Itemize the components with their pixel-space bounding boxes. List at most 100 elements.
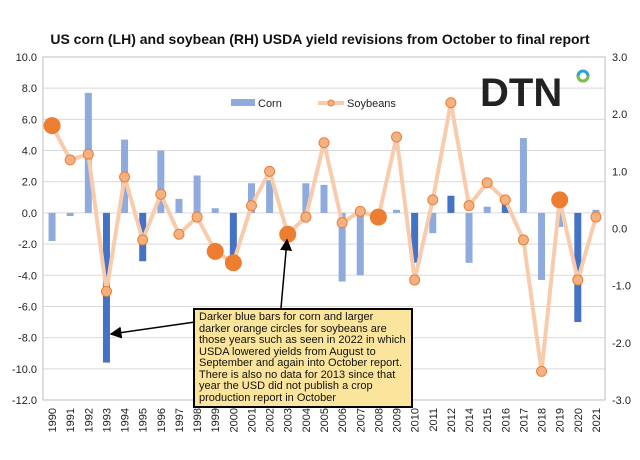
annotation-box: Darker blue bars for corn and larger dar… [193, 308, 413, 408]
annotation-arrow-2003 [280, 238, 293, 309]
corn-bar-2000 [229, 212, 237, 263]
x-axis-tick-label: 2014 [464, 408, 476, 432]
corn-bar-2004 [302, 183, 310, 213]
corn-bar-2019 [556, 212, 564, 227]
x-axis-tick-label: 2012 [446, 408, 458, 432]
soybean-point-1992 [82, 148, 94, 160]
x-axis-tick-label: 1995 [138, 408, 150, 432]
soybean-point-2003 [279, 225, 297, 243]
x-axis-tick-label: 2016 [500, 408, 512, 432]
corn-bar-2018 [538, 212, 546, 280]
soybean-point-2014 [463, 200, 475, 212]
x-axis-tick-label: 2005 [319, 408, 331, 432]
corn-bar-2006 [338, 212, 346, 282]
soybean-point-2012 [445, 97, 457, 109]
legend: Corn Soybeans [231, 98, 396, 110]
x-axis-tick-label: 2002 [265, 408, 277, 432]
soybean-point-2009 [391, 131, 403, 143]
soybean-point-1996 [155, 188, 167, 200]
corn-bar-1998 [193, 175, 201, 213]
soybean-point-2010 [409, 274, 421, 286]
x-axis-tick-label: 2007 [355, 408, 367, 432]
soybean-point-1991 [64, 154, 76, 166]
x-axis-tick-label: 1993 [101, 408, 113, 432]
x-axis-tick-label: 2018 [537, 408, 549, 432]
corn-bar-2017 [519, 138, 527, 213]
corn-bar-2015 [483, 206, 491, 213]
left-axis-tick-label: 10.0 [16, 52, 37, 64]
chart-title: US corn (LH) and soybean (RH) USDA yield… [50, 31, 590, 47]
corn-bar-2005 [320, 184, 328, 213]
corn-bar-2009 [393, 209, 401, 213]
x-axis-tick-label: 2020 [573, 408, 585, 432]
corn-bar-2007 [356, 212, 364, 276]
logo-text: DTN [480, 71, 562, 115]
annotation-arrow-1993 [109, 321, 196, 339]
x-axis-tick-label: 1996 [156, 408, 168, 432]
right-axis-tick-label: 3.0 [612, 52, 627, 64]
x-axis-tick-label: 1992 [83, 408, 95, 432]
corn-bar-2012 [447, 195, 455, 213]
corn-bar-2011 [429, 212, 437, 234]
soybean-point-2006 [336, 217, 348, 229]
left-axis-tick-label: 8.0 [22, 83, 37, 95]
soybean-point-2015 [481, 177, 493, 189]
soybean-point-1994 [119, 171, 131, 183]
soybean-point-2011 [427, 194, 439, 206]
legend-soy-marker [327, 99, 335, 107]
x-axis-tick-label: 2004 [301, 408, 313, 432]
x-axis-tick-label: 2011 [428, 408, 440, 432]
x-axis-tick-label: 2003 [283, 408, 295, 432]
corn-bar-2010 [411, 212, 419, 263]
right-axis-tick-label: -2.0 [612, 338, 631, 350]
soybean-point-2008 [369, 208, 387, 226]
corn-bar-2020 [574, 212, 582, 323]
soybean-point-2019 [551, 191, 569, 209]
soybean-point-1990 [43, 117, 61, 135]
x-axis-tick-label: 2000 [228, 408, 240, 432]
x-axis-tick-label: 1997 [174, 408, 186, 432]
right-axis-tick-label: -3.0 [612, 395, 631, 407]
x-axis-tick-label: 2008 [373, 408, 385, 432]
legend-corn-swatch [231, 99, 255, 106]
left-axis-tick-label: -6.0 [18, 301, 37, 313]
x-axis-tick-label: 2019 [555, 408, 567, 432]
soybean-point-2016 [499, 194, 511, 206]
left-axis-tick-label: 6.0 [22, 114, 37, 126]
x-axis-tick-label: 2001 [246, 408, 258, 432]
x-axis-tick-label: 1998 [192, 408, 204, 432]
x-axis-tick-label: 1991 [65, 408, 77, 432]
legend-corn-label: Corn [258, 98, 282, 110]
soybean-point-1995 [137, 234, 149, 246]
left-axis-tick-label: 2.0 [22, 177, 37, 189]
left-axis-tick-label: 4.0 [22, 146, 37, 158]
x-axis-tick-label: 1994 [120, 408, 132, 432]
corn-bar-2001 [247, 183, 255, 213]
corn-bar-2014 [465, 212, 473, 263]
x-axis-tick-label: 1990 [47, 408, 59, 432]
corn-bar-2002 [266, 180, 274, 213]
corn-bar-1990 [48, 212, 56, 241]
x-axis-tick-label: 2009 [392, 408, 404, 432]
x-axis-tick-label: 1999 [210, 408, 222, 432]
soybean-point-2020 [572, 274, 584, 286]
soybean-point-2002 [264, 165, 276, 177]
right-axis-tick-label: -1.0 [612, 281, 631, 293]
left-axis-tick-label: -8.0 [18, 333, 37, 345]
right-axis-tick-label: 2.0 [612, 109, 627, 121]
left-axis-tick-label: -2.0 [18, 239, 37, 251]
right-axis-tick-label: 1.0 [612, 166, 627, 178]
soybean-point-1998 [191, 211, 203, 223]
x-axis-tick-label: 2006 [337, 408, 349, 432]
x-axis-tick-label: 2015 [482, 408, 494, 432]
soybean-point-2018 [536, 365, 548, 377]
soybean-point-2005 [318, 137, 330, 149]
left-axis-tick-label: -4.0 [18, 270, 37, 282]
corn-bar-1999 [211, 208, 219, 213]
x-axis-tick-label: 2010 [410, 408, 422, 432]
left-axis-tick-label: -10.0 [12, 364, 37, 376]
soybean-point-2004 [300, 211, 312, 223]
soybean-point-2007 [354, 205, 366, 217]
soybean-point-1993 [100, 285, 112, 297]
soybean-point-1997 [173, 228, 185, 240]
